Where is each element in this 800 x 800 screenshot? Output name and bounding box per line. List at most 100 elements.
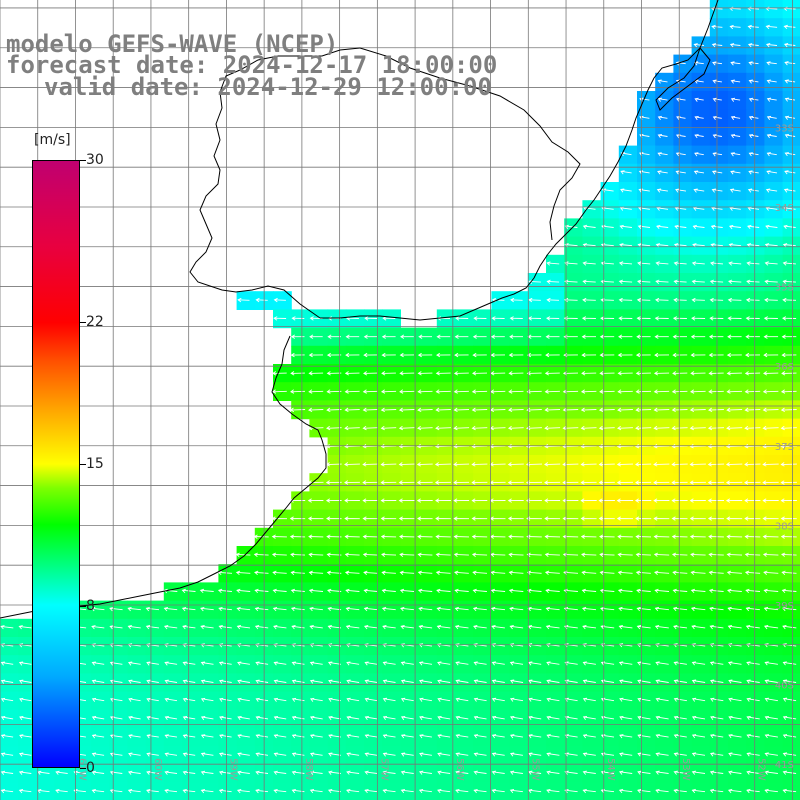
wind-cell [746, 655, 765, 674]
wind-arrow [490, 371, 506, 376]
wind-arrow [128, 716, 141, 721]
wind-cell [782, 236, 800, 256]
wind-arrow [237, 297, 250, 303]
wind-arrow [654, 570, 670, 575]
wind-arrow [326, 371, 342, 376]
wind-arrow [726, 425, 743, 431]
wind-arrow [690, 606, 706, 612]
wind-arrow [364, 716, 378, 721]
wind-cell [127, 637, 147, 656]
wind-cell [364, 764, 383, 784]
wind-arrow [726, 534, 743, 539]
wind-cell [527, 291, 547, 310]
coastline-brazil-lagoon [655, 46, 711, 111]
wind-cell [127, 728, 147, 747]
wind-cell [382, 582, 401, 602]
wind-arrow [671, 462, 688, 467]
wind-arrow [637, 788, 651, 794]
wind-cell [655, 673, 674, 693]
wind-cell [236, 564, 256, 583]
wind-arrow [692, 224, 705, 230]
wind-cell [691, 746, 711, 765]
wind-arrow [164, 697, 178, 702]
wind-arrow [163, 625, 178, 630]
wind-arrow [417, 352, 433, 358]
wind-arrow [671, 534, 688, 539]
wind-arrow [471, 425, 488, 431]
wind-arrow [744, 407, 761, 413]
wind-cell [309, 637, 329, 656]
wind-arrow [763, 624, 779, 630]
wind-cell [345, 582, 365, 602]
wind-cell [527, 600, 547, 620]
wind-arrow [473, 770, 487, 775]
wind-arrow [326, 425, 342, 431]
wind-arrow [766, 170, 778, 175]
colorbar-tick-label: 22 [86, 314, 104, 331]
wind-arrow [618, 770, 633, 775]
wind-arrow [654, 334, 669, 339]
wind-cell [509, 673, 529, 693]
wind-arrow [218, 752, 232, 757]
wind-arrow [657, 115, 668, 120]
wind-cell [782, 200, 800, 219]
wind-cell [327, 673, 347, 693]
wind-cell [200, 764, 219, 784]
wind-cell [327, 637, 347, 656]
wind-arrow [712, 152, 723, 157]
wind-cell [364, 582, 383, 602]
wind-arrow [362, 462, 379, 467]
wind-arrow [399, 534, 415, 539]
wind-arrow [200, 679, 214, 684]
wind-arrow [694, 97, 704, 102]
wind-cell [491, 691, 511, 711]
wind-arrow [780, 498, 797, 503]
wind-arrow [127, 770, 141, 775]
wind-cell [582, 709, 602, 729]
wind-arrow [728, 279, 742, 284]
wind-cell [728, 709, 747, 729]
wind-cell [746, 218, 765, 238]
wind-arrow [508, 371, 524, 376]
wind-arrow [580, 407, 597, 413]
wind-cell [455, 746, 474, 765]
wind-arrow [748, 170, 759, 175]
wind-arrow [546, 752, 560, 757]
wind-cell [236, 691, 256, 711]
wind-arrow [164, 716, 178, 721]
wind-cell [564, 618, 583, 638]
wind-arrow [381, 371, 396, 376]
wind-cell [382, 764, 401, 784]
wind-arrow [673, 697, 687, 702]
wind-arrow [271, 552, 287, 557]
wind-arrow [618, 297, 633, 303]
wind-cell [109, 673, 128, 693]
wind-arrow [617, 534, 633, 539]
wind-cell [145, 637, 165, 656]
wind-cell [673, 728, 693, 747]
wind-cell [637, 582, 656, 602]
wind-arrow [273, 679, 287, 684]
longitude-labels: 61W 60W 59W 58W 57W 56W 55W 54W 53W 52W [76, 758, 766, 781]
wind-cell [728, 637, 747, 656]
wind-arrow [328, 697, 341, 702]
wind-arrow [291, 625, 305, 630]
wind-cell [145, 618, 165, 638]
wind-arrow [780, 534, 797, 539]
wind-cell [655, 600, 674, 620]
wind-arrow [473, 625, 487, 630]
wind-arrow [491, 679, 505, 684]
wind-arrow [273, 788, 287, 794]
wind-arrow [672, 352, 688, 358]
wind-cell [163, 582, 183, 602]
wind-arrow [273, 697, 287, 702]
wind-cell [618, 254, 638, 274]
wind-arrow [308, 352, 324, 358]
wind-cell [127, 764, 147, 784]
wind-arrow [290, 371, 305, 376]
wind-arrow [581, 606, 597, 612]
wind-arrow [708, 389, 724, 394]
wind-arrow [525, 498, 542, 503]
wind-arrow [581, 588, 597, 594]
wind-arrow [344, 407, 360, 413]
